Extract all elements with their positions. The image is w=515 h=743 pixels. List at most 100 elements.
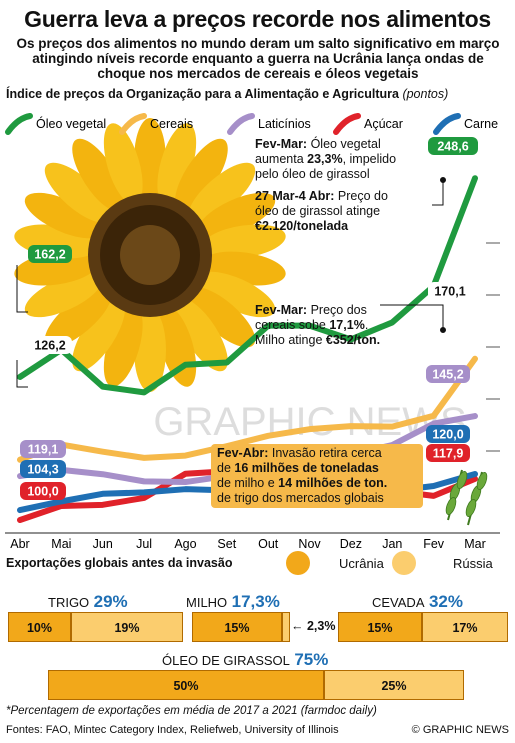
end-label-acucar: 117,9: [433, 447, 464, 461]
note-invasion-t3: de milho e: [217, 476, 279, 490]
price-index-chart: GRAPHIC NEWS Óleo vegetal Cereais Laticíni…: [5, 113, 500, 551]
sunflower-petal: [24, 271, 103, 318]
legend-label: Carne: [464, 117, 498, 131]
x-tick-label: Dez: [340, 537, 362, 551]
russia-legend-label: Rússia: [453, 556, 493, 571]
sunflower-petal: [103, 305, 143, 387]
trigo-total: 29%: [93, 592, 128, 611]
note-cereals-t1: Preço dos: [307, 303, 367, 317]
note-invasion: Fev-Abr: Invasão retira cerca de 16 milh…: [211, 444, 423, 508]
x-tick-label: Jul: [136, 537, 152, 551]
note-oil-pct: 23,3%: [307, 152, 343, 166]
milho-russia-pct: 2,3%: [306, 619, 336, 633]
legend-swatch: [5, 113, 33, 135]
cevada-total: 32%: [428, 592, 463, 611]
girassol-title: ÓLEO DE GIRASSOL 75%: [162, 650, 328, 670]
cevada-ukraine-bar: 15%: [338, 612, 422, 642]
x-tick-label: Ago: [174, 537, 196, 551]
sources: Fontes: FAO, Mintec Category Index, Reli…: [6, 724, 339, 736]
sunflower-petal: [72, 298, 126, 372]
end-label-oleo-box: [428, 137, 478, 155]
milho-ukraine-bar: 15%: [192, 612, 282, 642]
note-invasion-t1: Invasão retira cerca: [268, 446, 382, 460]
note-cereals-t4: Milho atinge: [255, 333, 326, 347]
milho-russia-bar: [282, 612, 290, 642]
x-tick-label: Set: [217, 537, 236, 551]
cevada-title: CEVADA 32%: [372, 592, 463, 612]
chart-heading: Índice de preços da Organização para a A…: [6, 87, 511, 101]
ukraine-legend-dot: [286, 551, 310, 575]
subtitle: Os preços dos alimentos no mundo deram u…: [16, 36, 500, 81]
sunflower-petal: [188, 287, 256, 348]
note-cereals-t2: cereais sobe: [255, 318, 330, 332]
x-tick-label: Fev: [423, 537, 445, 551]
x-tick-label: Jun: [93, 537, 113, 551]
start-label-laticinios-box: [20, 440, 66, 458]
note-invasion-t2: de: [217, 461, 235, 475]
start-label-oleo-box: [28, 245, 72, 263]
note-oil-t4: pelo óleo de girassol: [255, 167, 370, 181]
series-line-1: [17, 355, 478, 463]
series-line-0: [17, 175, 478, 396]
x-tick-label: Out: [258, 537, 279, 551]
note-invasion-date: Fev-Abr:: [217, 446, 269, 460]
note-sunflower-t2: óleo de girassol atinge: [255, 204, 381, 218]
start-label-laticinios: 119,1: [28, 443, 59, 457]
wheat-illustration: [445, 469, 488, 526]
note-oil-t1: Óleo vegetal: [307, 137, 381, 151]
trigo-ukraine-bar: 10%: [8, 612, 71, 642]
credit: © GRAPHIC NEWS: [411, 724, 509, 736]
note-invasion-wheat: 14 milhões de ton.: [278, 476, 388, 490]
girassol-ukraine-bar: 50%: [48, 670, 324, 700]
note-oil-date: Fev-Mar:: [255, 137, 308, 151]
sunflower-petal: [157, 123, 197, 205]
axis-ticks: [5, 242, 500, 534]
milho-title: MILHO 17,3%: [186, 592, 280, 612]
end-label-cereais-box: [428, 282, 472, 300]
end-label-laticinios: 145,2: [432, 368, 463, 382]
girassol-label: ÓLEO DE GIRASSOL: [162, 653, 290, 668]
sunflower-petal: [72, 138, 126, 212]
legend-swatch: [433, 113, 461, 135]
cevada-russia-bar: 17%: [422, 612, 508, 642]
value-labels: 162,2 126,2 119,1 104,3 100,0 248,6 170,1 145,2…: [20, 137, 478, 500]
girassol-russia-bar: 25%: [324, 670, 464, 700]
sunflower-petal: [103, 123, 143, 205]
note-cereals-t3: .: [364, 318, 369, 332]
note-cereals-price: €352/ton.: [325, 333, 381, 347]
trigo-title: TRIGO 29%: [48, 592, 128, 612]
legend-swatch: [333, 113, 361, 135]
legend: Óleo vegetal Cereais Laticínios Açúcar Carne: [5, 113, 498, 135]
page-title: Guerra leva a preços recorde nos aliment…: [24, 6, 491, 32]
x-tick-label: Abr: [10, 537, 29, 551]
end-label-cereais: 170,1: [434, 285, 465, 299]
end-label-carne: 120,0: [432, 428, 463, 442]
chart-heading-text: Índice de preços da Organização para a A…: [6, 87, 399, 101]
trigo-russia-bar: 19%: [71, 612, 183, 642]
start-label-acucar-box: [20, 482, 66, 500]
annotation-leaders: [16, 177, 446, 388]
note-cereals: Fev-Mar: Preço dos cereais sobe 17,1%. M…: [255, 303, 435, 348]
x-axis-labels: Abr Mai Jun Jul Ago Set Out Nov Dez Jan Fev Mar: [10, 537, 485, 551]
start-label-carne: 104,3: [27, 463, 58, 477]
note-invasion-t4: de trigo dos mercados globais: [217, 491, 384, 505]
legend-swatch: [227, 113, 255, 135]
footnote: *Percentagem de exportações em média de …: [6, 705, 377, 717]
note-cereals-date: Fev-Mar:: [255, 303, 308, 317]
sunflower-petal: [174, 298, 228, 372]
x-tick-label: Nov: [298, 537, 321, 551]
legend-label: Açúcar: [364, 117, 403, 131]
note-sunflower-date: 27 Mar-4 Abr:: [255, 189, 335, 203]
end-label-acucar-box: [426, 444, 470, 462]
note-oil: Fev-Mar: Óleo vegetal aumenta 23,3%, imp…: [255, 137, 450, 182]
trigo-label: TRIGO: [48, 595, 90, 610]
x-tick-label: Jan: [382, 537, 402, 551]
sunflower-petal: [24, 192, 103, 239]
sunflower-petal: [44, 162, 112, 223]
note-invasion-corn: 16 milhões de toneladas: [234, 461, 379, 475]
note-sunflower: 27 Mar-4 Abr: Preço do óleo de girassol …: [255, 189, 445, 234]
note-oil-t2: aumenta: [255, 152, 308, 166]
legend-swatch: [119, 113, 147, 135]
milho-total: 17,3%: [231, 592, 280, 611]
x-tick-label: Mai: [51, 537, 71, 551]
